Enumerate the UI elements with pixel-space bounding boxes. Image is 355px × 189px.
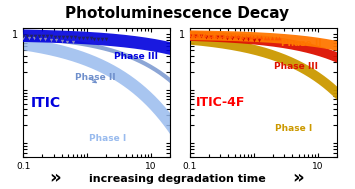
Point	[60, 35, 66, 38]
Point	[203, 35, 209, 38]
Point	[217, 34, 223, 37]
Text: Photoluminescence Decay: Photoluminescence Decay	[65, 6, 290, 21]
Point	[221, 34, 226, 37]
Point	[52, 35, 58, 38]
Point	[20, 34, 26, 37]
Point	[48, 38, 54, 41]
Point	[44, 35, 50, 38]
Text: ITIC: ITIC	[31, 96, 61, 110]
Point	[20, 36, 26, 39]
Point	[254, 36, 260, 39]
Point	[214, 36, 219, 39]
Point	[247, 35, 252, 38]
Point	[266, 36, 271, 39]
Point	[251, 38, 257, 41]
Point	[273, 37, 279, 40]
Point	[70, 41, 76, 44]
Point	[235, 37, 241, 40]
Point	[187, 35, 193, 38]
Point	[80, 36, 86, 39]
Point	[198, 35, 203, 38]
Text: »: »	[292, 170, 304, 188]
Text: ITIC-4F: ITIC-4F	[196, 96, 245, 109]
Point	[54, 39, 59, 42]
Point	[104, 38, 109, 41]
Point	[208, 35, 214, 38]
Point	[40, 35, 46, 38]
Point	[228, 35, 234, 38]
Point	[206, 34, 212, 37]
Point	[72, 36, 77, 39]
Point	[65, 40, 70, 43]
Point	[64, 36, 70, 39]
Text: Phase II: Phase II	[75, 73, 115, 82]
Point	[95, 37, 101, 40]
Point	[76, 36, 81, 39]
Point	[26, 36, 32, 40]
Point	[192, 35, 198, 38]
Point	[240, 37, 246, 40]
Point	[99, 38, 105, 41]
Point	[262, 36, 267, 39]
Point	[92, 37, 97, 40]
Point	[232, 35, 237, 38]
Text: Phase I: Phase I	[89, 134, 127, 143]
Point	[195, 34, 200, 37]
Point	[198, 34, 204, 37]
Point	[269, 36, 275, 40]
Text: Phase I: Phase I	[275, 124, 313, 133]
Text: »: »	[49, 170, 61, 188]
Point	[246, 38, 251, 41]
Point	[28, 34, 34, 37]
Point	[224, 35, 230, 38]
Text: Phase II: Phase II	[281, 39, 322, 48]
Point	[202, 34, 208, 37]
Point	[191, 34, 197, 37]
Text: Phase III: Phase III	[274, 62, 318, 71]
Point	[258, 36, 264, 39]
Point	[56, 35, 62, 38]
Point	[24, 34, 30, 37]
Point	[42, 38, 48, 41]
Point	[219, 36, 225, 39]
Point	[32, 34, 38, 37]
Point	[251, 36, 256, 39]
Point	[48, 35, 54, 38]
Point	[236, 35, 241, 38]
Point	[277, 37, 282, 40]
Point	[243, 35, 249, 38]
Text: Phase III: Phase III	[114, 52, 158, 61]
Point	[230, 36, 235, 40]
Point	[68, 36, 73, 39]
Point	[59, 40, 65, 43]
Point	[37, 37, 43, 40]
Point	[36, 35, 42, 38]
Point	[84, 36, 89, 40]
Point	[224, 36, 230, 39]
Point	[239, 35, 245, 38]
Point	[88, 37, 93, 40]
Point	[209, 34, 215, 37]
Text: increasing degradation time: increasing degradation time	[89, 174, 266, 184]
Point	[31, 37, 37, 40]
Point	[256, 39, 262, 42]
Point	[187, 34, 193, 37]
Point	[213, 34, 219, 37]
